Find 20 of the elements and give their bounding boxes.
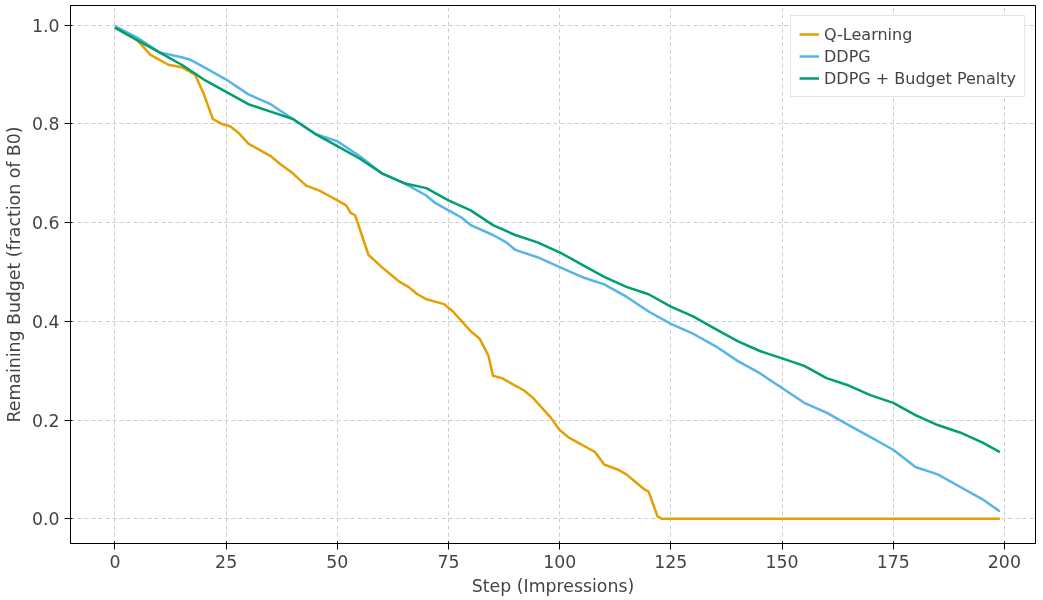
y-tick-label: 0.6 <box>31 213 60 234</box>
x-tick-label: 50 <box>326 551 349 572</box>
x-tick-label: 200 <box>987 551 1021 572</box>
y-tick-label: 0.8 <box>31 114 60 135</box>
y-tick-label: 1.0 <box>31 15 60 36</box>
x-tick-label: 0 <box>109 551 121 572</box>
x-tick-label: 150 <box>765 551 799 572</box>
x-tick-label: 75 <box>437 551 460 572</box>
y-tick-label: 0.2 <box>31 410 60 431</box>
y-tick-label: 0.0 <box>31 509 60 530</box>
legend-label: Q-Learning <box>824 24 913 44</box>
x-tick-label: 25 <box>215 551 238 572</box>
legend-label: DDPG + Budget Penalty <box>824 68 1016 88</box>
y-tick-label: 0.4 <box>31 311 60 332</box>
x-tick-label: 100 <box>543 551 577 572</box>
x-tick-label: 125 <box>654 551 688 572</box>
x-tick-label: 175 <box>876 551 910 572</box>
y-axis-title: Remaining Budget (fraction of B0) <box>3 126 24 423</box>
legend-label: DDPG <box>824 46 871 66</box>
x-axis-title: Step (Impressions) <box>471 575 635 596</box>
